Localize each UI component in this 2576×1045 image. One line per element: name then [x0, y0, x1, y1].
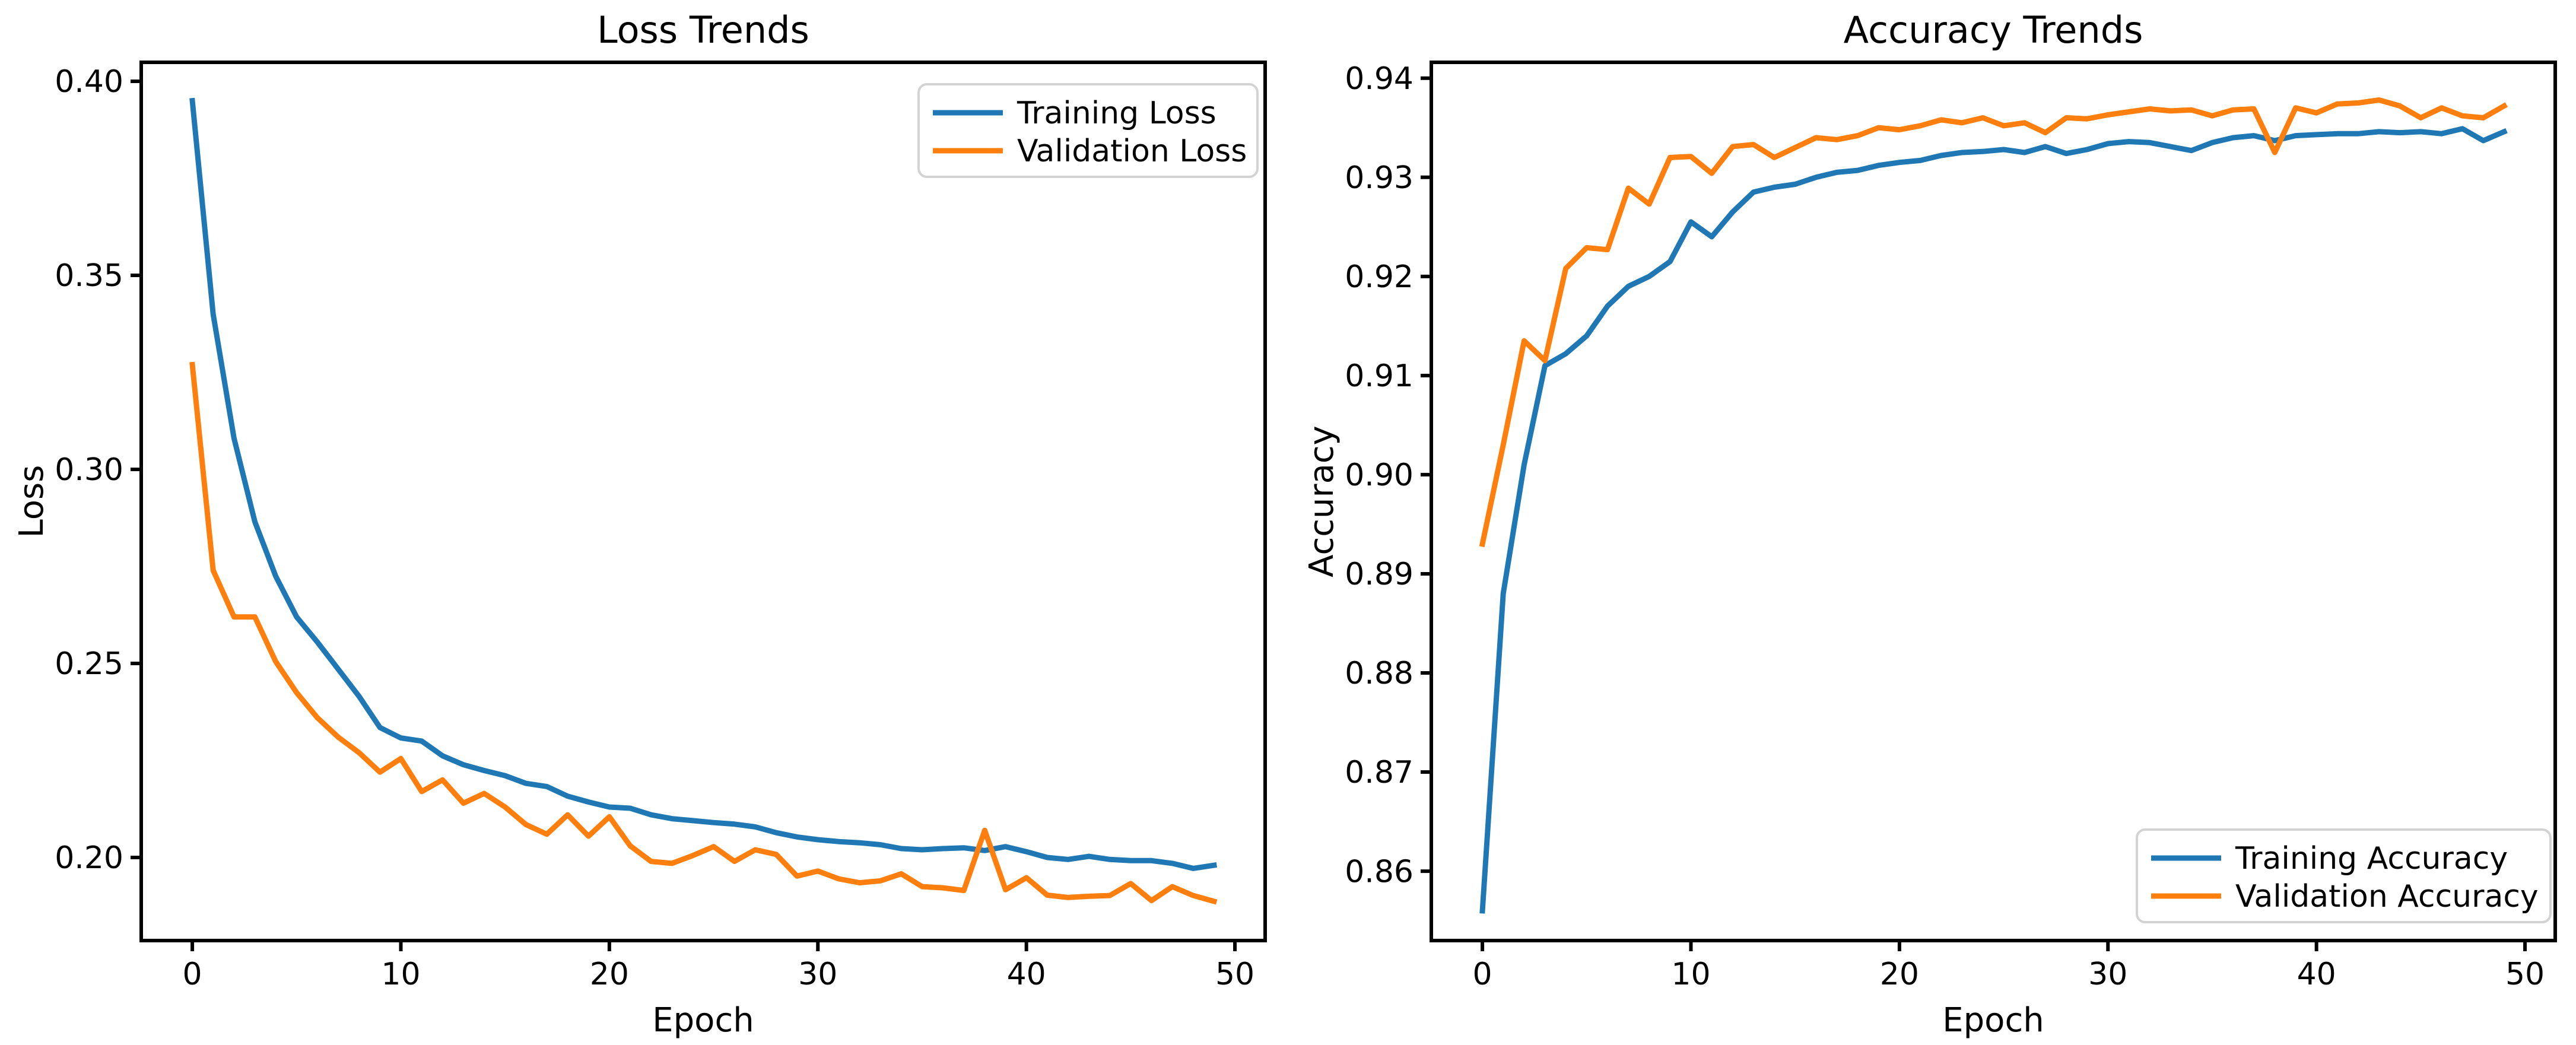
accuracy-ylabel: Accuracy: [1303, 425, 1341, 577]
loss-title: Loss Trends: [597, 8, 809, 52]
legend-box: [917, 83, 1259, 178]
validation-accuracy-legend-label: Validation Accuracy: [2235, 879, 2539, 914]
x-tick-label: 50: [2505, 957, 2545, 992]
x-tick-label: 10: [1671, 957, 1710, 992]
y-tick-label: 0.90: [1345, 458, 1414, 493]
y-tick-label: 0.93: [1345, 160, 1414, 196]
plot-spines: [1430, 61, 2557, 942]
y-tick-label: 0.94: [1345, 61, 1414, 97]
y-tick-label: 0.20: [55, 840, 123, 876]
accuracy-xlabel: Epoch: [1942, 1001, 2044, 1040]
x-tick-label: 10: [381, 957, 420, 992]
loss-xlabel: Epoch: [652, 1001, 754, 1040]
y-tick-label: 0.86: [1345, 854, 1414, 890]
x-tick-label: 40: [2297, 957, 2336, 992]
y-tick-label: 0.91: [1345, 358, 1414, 394]
x-tick-label: 50: [1215, 957, 1254, 992]
accuracy-legend: Training Accuracy Validation Accuracy: [2136, 828, 2552, 923]
loss-legend: Training Loss Validation Loss: [917, 83, 1259, 178]
validation-accuracy-line: [1479, 97, 2508, 548]
validation-loss-line: [189, 361, 1218, 905]
x-tick-label: 40: [1007, 957, 1046, 992]
y-tick-label: 0.88: [1345, 656, 1414, 691]
x-tick-label: 20: [590, 957, 629, 992]
x-tick-label: 0: [1473, 957, 1492, 992]
y-tick-label: 0.92: [1345, 259, 1414, 295]
loss-axes: 0 10 20 30 40 50 0.20 0.25 0.30 0.35 0.40: [55, 61, 1267, 992]
validation-loss-legend-label: Validation Loss: [1017, 134, 1247, 169]
training-loss-legend-label: Training Loss: [1017, 96, 1216, 131]
x-tick-label: 30: [798, 957, 837, 992]
x-tick-label: 0: [183, 957, 202, 992]
y-tick-label: 0.40: [55, 64, 123, 100]
training-accuracy-legend-label: Training Accuracy: [2235, 841, 2508, 876]
x-tick-label: 20: [1880, 957, 1919, 992]
y-tick-label: 0.87: [1345, 755, 1414, 790]
training-accuracy-line: [1479, 126, 2508, 914]
legend-box: [2136, 828, 2552, 923]
plot-spines: [139, 61, 1267, 942]
y-tick-label: 0.89: [1345, 557, 1414, 592]
accuracy-title: Accuracy Trends: [1844, 8, 2143, 52]
training-loss-line: [189, 97, 1218, 871]
y-tick-label: 0.35: [55, 258, 123, 294]
x-tick-label: 30: [2088, 957, 2127, 992]
y-tick-label: 0.30: [55, 452, 123, 488]
accuracy-axes: 0 10 20 30 40 50 0.86 0.87 0.88 0.89 0.90 0.91 0.92 0…: [1345, 61, 2557, 992]
y-tick-label: 0.25: [55, 646, 123, 682]
loss-ylabel: Loss: [12, 465, 51, 538]
